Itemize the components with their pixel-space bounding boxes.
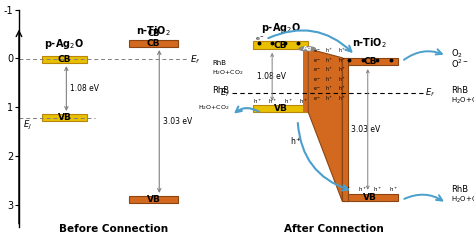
Text: CB: CB [363,57,377,66]
Text: 3.03 eV: 3.03 eV [163,117,192,126]
Text: VB: VB [146,195,161,204]
Text: O$_2$: O$_2$ [451,47,463,60]
Text: h$^+$: h$^+$ [300,97,309,106]
Text: h$^+$: h$^+$ [284,97,293,106]
Text: $E_J$: $E_J$ [23,119,32,132]
Text: n-TiO$_2$: n-TiO$_2$ [353,36,387,50]
Text: $E_f$: $E_f$ [190,53,201,66]
Bar [342,58,398,65]
Text: 1.08 eV: 1.08 eV [70,84,99,93]
Polygon shape [308,49,342,201]
Text: VB: VB [273,104,288,113]
Bar [253,41,308,49]
Bar [129,40,178,47]
Text: h$^+$: h$^+$ [338,94,346,103]
Text: Ag: Ag [302,46,312,51]
Bar [42,114,87,121]
Text: $E_f$: $E_f$ [425,87,435,99]
Text: e$^-$: e$^-$ [313,57,321,65]
Text: CB: CB [58,55,71,64]
Text: h$^+$: h$^+$ [373,185,382,194]
Text: RhB: RhB [451,185,468,194]
Text: H$_2$O+CO$_2$: H$_2$O+CO$_2$ [198,103,229,112]
Text: p-Ag$_2$O: p-Ag$_2$O [261,21,301,35]
Text: H$_2$O+CO$_2$: H$_2$O+CO$_2$ [212,68,244,77]
Text: O$^{2-}$: O$^{2-}$ [451,58,468,70]
Text: h$^+$: h$^+$ [325,84,334,93]
Text: h$^+$: h$^+$ [357,185,367,194]
Text: e$^-$: e$^-$ [313,67,321,74]
Bar [129,196,178,203]
Text: RhB: RhB [451,86,468,94]
Text: h$^+$: h$^+$ [338,84,346,93]
Text: n-TiO$_2$: n-TiO$_2$ [136,24,171,38]
Text: 3.03 eV: 3.03 eV [351,125,380,134]
Text: VB: VB [363,193,377,202]
Bar [303,49,308,112]
Text: h$^+$: h$^+$ [342,185,351,194]
Text: e$^-$: e$^-$ [255,35,265,43]
Text: e$^-$: e$^-$ [313,47,321,55]
Bar [253,105,308,112]
Text: RhB: RhB [212,60,227,66]
Bar [42,56,87,63]
Text: VB: VB [57,113,72,122]
Bar [342,194,398,201]
Text: h$^+$: h$^+$ [325,94,334,103]
Text: p-Ag$_2$O: p-Ag$_2$O [45,37,84,51]
Text: CB: CB [147,29,160,38]
Text: h$^+$: h$^+$ [338,75,346,84]
Text: RhB: RhB [212,86,229,94]
Text: h$^+$: h$^+$ [253,97,262,106]
Text: h$^+$: h$^+$ [325,65,334,74]
Text: h$^+$: h$^+$ [338,56,346,65]
Bar [342,58,347,201]
Text: h$^+$: h$^+$ [389,185,398,194]
Circle shape [299,47,315,51]
Text: h$^+$: h$^+$ [290,135,301,147]
Text: 1.08 eV: 1.08 eV [257,72,286,81]
Text: h$^+$: h$^+$ [325,56,334,65]
Text: $E_f$: $E_f$ [219,87,229,99]
Text: h$^+$: h$^+$ [268,97,277,106]
Text: h$^+$: h$^+$ [325,46,334,55]
Text: After Connection: After Connection [284,224,383,234]
Text: h$^+$: h$^+$ [338,46,346,55]
Text: Before Connection: Before Connection [59,224,168,234]
Text: e$^-$: e$^-$ [313,76,321,84]
Text: H$_2$O+CO$_2$: H$_2$O+CO$_2$ [451,195,474,205]
Text: e$^-$: e$^-$ [313,95,321,103]
Text: h$^+$: h$^+$ [338,65,346,74]
Text: CB: CB [147,39,160,48]
Text: H$_2$O+CO$_2$: H$_2$O+CO$_2$ [451,95,474,106]
Text: e$^-$: e$^-$ [313,86,321,93]
Text: h$^+$: h$^+$ [325,75,334,84]
Text: CB: CB [274,40,287,50]
